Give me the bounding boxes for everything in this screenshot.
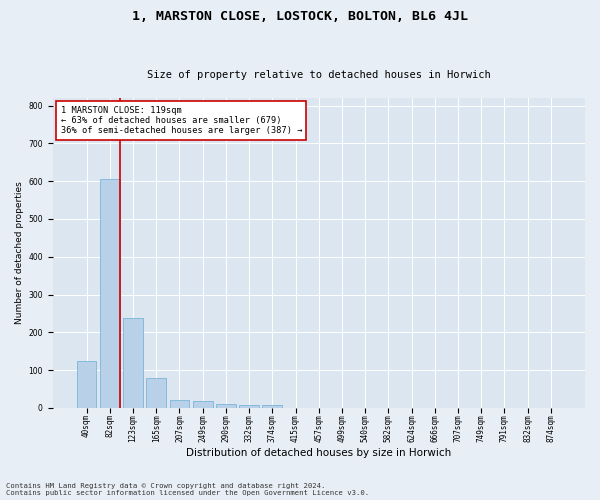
X-axis label: Distribution of detached houses by size in Horwich: Distribution of detached houses by size … (186, 448, 451, 458)
Bar (170, 400, 190, 408)
Bar (239, 406, 259, 408)
Bar (100, 179, 119, 408)
Bar (77, 360, 97, 408)
Text: Contains HM Land Registry data © Crown copyright and database right 2024.: Contains HM Land Registry data © Crown c… (6, 483, 325, 489)
Title: Size of property relative to detached houses in Horwich: Size of property relative to detached ho… (147, 70, 491, 81)
Bar (216, 404, 236, 408)
Text: 1, MARSTON CLOSE, LOSTOCK, BOLTON, BL6 4JL: 1, MARSTON CLOSE, LOSTOCK, BOLTON, BL6 4… (132, 10, 468, 23)
Bar (146, 378, 166, 408)
Y-axis label: Number of detached properties: Number of detached properties (15, 182, 24, 324)
Bar (123, 318, 143, 408)
Text: Contains public sector information licensed under the Open Government Licence v3: Contains public sector information licen… (6, 490, 369, 496)
Bar (262, 405, 282, 408)
Bar (193, 401, 212, 408)
Text: 1 MARSTON CLOSE: 119sqm
← 63% of detached houses are smaller (679)
36% of semi-d: 1 MARSTON CLOSE: 119sqm ← 63% of detache… (61, 106, 302, 136)
